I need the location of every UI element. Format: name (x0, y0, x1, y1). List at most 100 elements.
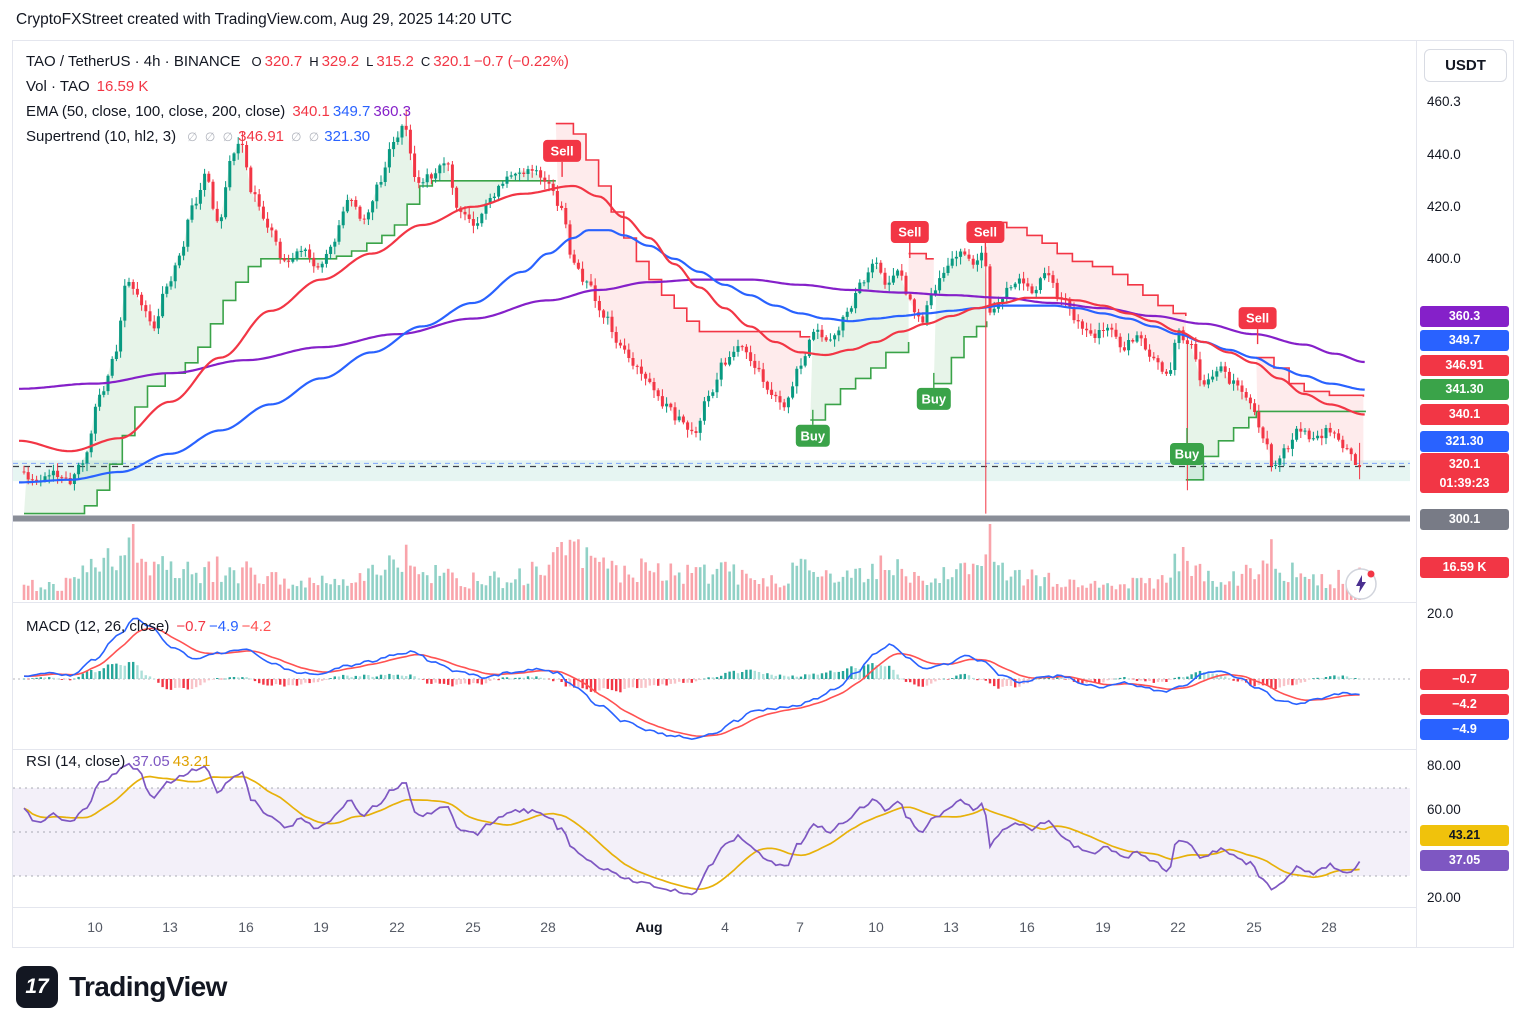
time-axis-label: 22 (1170, 919, 1186, 935)
svg-text:Sell: Sell (898, 225, 921, 240)
macd-histogram (22, 661, 1361, 693)
pane-separator[interactable] (13, 602, 1513, 603)
usdt-currency-button[interactable]: USDT (1424, 49, 1507, 82)
macd-legend[interactable]: MACD (12, 26, close) −0.7 −4.9 −4.2 (26, 618, 272, 635)
ema-50-line (19, 184, 1365, 453)
time-axis-label: 10 (868, 919, 884, 935)
ema-200-line (19, 278, 1365, 390)
svg-text:Buy: Buy (1175, 447, 1200, 462)
supertrend-fill (555, 123, 811, 431)
supertrend-fill (810, 265, 909, 420)
ema-100-line (19, 229, 1365, 484)
time-axis-label: 16 (238, 919, 254, 935)
supertrend-line (986, 221, 1187, 316)
supertrend-line (24, 180, 556, 515)
supertrend-legend[interactable]: Supertrend (10, hl2, 3) ∅ ∅ ∅ 346.91 ∅ ∅ 321… (26, 128, 371, 145)
macd-line (23, 617, 1360, 741)
time-axis-label: 10 (87, 919, 103, 935)
supertrend-line (1185, 411, 1258, 481)
supertrend-line (908, 252, 934, 260)
price-axis-label: 440.0 (1427, 147, 1461, 162)
indicator-value-badge: 360.3 (1420, 306, 1509, 327)
tradingview-brand-text[interactable]: TradingView (69, 971, 227, 1002)
chart-plot[interactable]: Sell Buy Sell Buy Sell Buy Sell (13, 41, 1416, 949)
svg-text:Sell: Sell (551, 143, 574, 158)
sell-marker[interactable]: Sell (543, 139, 582, 162)
time-axis-label: Aug (635, 919, 663, 935)
indicator-value-badge: 341.30 (1420, 379, 1509, 400)
support-line-300[interactable] (13, 515, 1410, 522)
supertrend-fill (24, 123, 556, 514)
time-axis-label: 25 (465, 919, 481, 935)
price-pane[interactable]: Sell Buy Sell Buy Sell Buy Sell (13, 109, 1410, 600)
price-axis-label: 460.3 (1427, 94, 1461, 109)
time-axis[interactable]: 10 13 16 19 22 25 28 Aug 4 7 10 13 16 19 22 25 28 (13, 909, 1416, 947)
supertrend-line (933, 321, 988, 385)
rsi-pane[interactable] (13, 762, 1410, 896)
time-axis-label: 28 (1321, 919, 1337, 935)
symbol-legend[interactable]: TAO / TetherUS · 4h · BINANCE O 320.7 H 329.… (26, 53, 569, 70)
buy-marker[interactable]: Buy (916, 387, 951, 410)
legend-layer: TAO / TetherUS · 4h · BINANCE O 320.7 H 329.… (13, 41, 1413, 949)
supertrend-line (555, 122, 811, 338)
indicator-value-badge: 321.30 (1420, 431, 1509, 452)
price-axis-label: 420.0 (1427, 199, 1461, 214)
buy-marker[interactable]: Buy (1170, 443, 1204, 465)
volume-series (22, 524, 1361, 600)
sell-marker[interactable]: Sell (890, 221, 929, 243)
supertrend-fill (933, 248, 987, 384)
supertrend-line (1256, 356, 1365, 397)
tradingview-logo-icon[interactable]: 17 (16, 966, 58, 1008)
ema-legend[interactable]: EMA (50, close, 100, close, 200, close) 3… (26, 103, 411, 120)
svg-text:Sell: Sell (974, 225, 997, 240)
time-axis-label: 25 (1246, 919, 1262, 935)
macd-value-badge: −4.9 (1420, 719, 1509, 740)
macd-pane[interactable] (13, 617, 1410, 741)
rsi-axis-label: 20.00 (1427, 890, 1461, 905)
macd-value-badge: −4.2 (1420, 694, 1509, 715)
time-axis-label: 13 (162, 919, 178, 935)
rsi-value-badge: 43.21 (1420, 825, 1509, 846)
supertrend-fill (908, 253, 934, 320)
svg-text:Buy: Buy (801, 428, 826, 443)
time-axis-label: 19 (313, 919, 329, 935)
chart-frame: Sell Buy Sell Buy Sell Buy Sell TAO / TetherUS… (12, 40, 1514, 948)
buy-marker[interactable]: Buy (795, 424, 830, 447)
sell-marker[interactable]: Sell (966, 221, 1005, 243)
rsi-legend[interactable]: RSI (14, close) 37.05 43.21 (26, 753, 211, 770)
support-level-badge: 300.1 (1420, 509, 1509, 530)
price-axis-label: 400.0 (1427, 251, 1461, 266)
pane-separator[interactable] (13, 749, 1513, 750)
lightning-icon[interactable] (1345, 568, 1377, 600)
rsi-value-badge: 37.05 (1420, 850, 1509, 871)
macd-signal-line (24, 627, 1360, 737)
support-zone (13, 460, 1410, 482)
volume-value-badge: 16.59 K (1420, 557, 1509, 578)
sell-marker[interactable]: Sell (1238, 307, 1277, 330)
time-axis-label: 22 (389, 919, 405, 935)
volume-legend[interactable]: Vol · TAO 16.59 K (26, 78, 149, 95)
time-axis-label: 16 (1019, 919, 1035, 935)
attribution-header: CryptoFXStreet created with TradingView.… (16, 11, 512, 28)
supertrend-fill (986, 222, 1186, 373)
price-axis[interactable]: USDT 460.3 440.0 420.0 400.0 360.3 349.7 346.9… (1416, 41, 1513, 947)
pane-separator[interactable] (13, 907, 1513, 908)
time-axis-label: 4 (721, 919, 729, 935)
time-axis-label: 28 (540, 919, 556, 935)
time-axis-label: 7 (796, 919, 804, 935)
macd-value-badge: −0.7 (1420, 669, 1509, 690)
rsi-band (13, 788, 1410, 876)
indicator-value-badge: 340.1 (1420, 404, 1509, 425)
current-price-badge: 320.1 01:39:23 (1420, 453, 1509, 493)
rsi-axis-label: 80.00 (1427, 758, 1461, 773)
supertrend-line (810, 342, 910, 421)
rsi-line (23, 762, 1361, 896)
tradingview-footer: 17 TradingView (16, 966, 227, 1008)
indicator-value-badge: 349.7 (1420, 330, 1509, 351)
svg-text:Sell: Sell (1246, 311, 1269, 326)
rsi-axis-label: 60.00 (1427, 802, 1461, 817)
indicator-value-badge: 346.91 (1420, 355, 1509, 376)
time-axis-label: 13 (943, 919, 959, 935)
macd-axis-label: 20.0 (1427, 606, 1454, 621)
